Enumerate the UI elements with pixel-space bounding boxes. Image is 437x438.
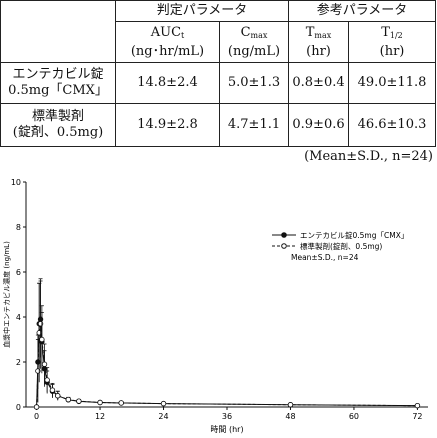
table-cell: 4.7±1.1	[219, 103, 289, 147]
data-point	[33, 404, 40, 410]
legend-note: Mean±S.D., n=24	[291, 253, 359, 262]
table-row: エンテカビル錠 0.5mg「CMX」 14.8±2.4 5.0±1.3 0.8±0…	[0, 62, 436, 104]
data-point	[118, 400, 124, 406]
y-tick-label: 0	[16, 403, 21, 412]
data-point	[44, 377, 50, 383]
table-row: 標準製剤 (錠剤、0.5mg) 14.9±2.8 4.7±1.1 0.9±0.6 …	[0, 103, 436, 147]
table-cell: 14.9±2.8	[115, 103, 220, 147]
data-point	[55, 393, 61, 399]
group-header-reference: 参考パラメータ	[288, 0, 436, 22]
data-point	[160, 400, 167, 407]
x-tick-label: 12	[95, 412, 105, 421]
row-label: エンテカビル錠 0.5mg「CMX」	[0, 62, 116, 104]
col-header-tmax: Tmax (hr)	[288, 21, 349, 63]
col-header-thalf: T1/2 (hr)	[348, 21, 436, 63]
pk-parameters-table: 判定パラメータ 参考パラメータ AUCt (ng･hr/mL) Cmax (ng…	[0, 0, 436, 147]
legend-marker	[281, 243, 287, 249]
data-point	[41, 361, 48, 367]
table-cell: 49.0±11.8	[348, 62, 436, 104]
data-point	[414, 402, 421, 409]
col-header-auc: AUCt (ng･hr/mL)	[115, 21, 220, 63]
table-cell: 14.8±2.4	[115, 62, 220, 104]
y-tick-label: 10	[11, 178, 21, 187]
chart-legend: エンテカビル錠0.5mg「CMX」標準製剤(錠剤、0.5mg) Mean±S.D.…	[272, 230, 408, 262]
table-cell: 0.8±0.4	[288, 62, 349, 104]
table-cell: 0.9±0.6	[288, 103, 349, 147]
series-line	[36, 319, 418, 408]
table-cell: 5.0±1.3	[219, 62, 289, 104]
y-axis-title: 血漿中エンテカビル濃度 (ng/mL)	[2, 241, 11, 348]
table-cell: 46.6±10.3	[348, 103, 436, 147]
legend-marker	[281, 232, 287, 238]
row-label: 標準製剤 (錠剤、0.5mg)	[0, 103, 116, 147]
x-tick-label: 60	[349, 412, 359, 421]
table-note: (Mean±S.D., n=24)	[304, 149, 433, 164]
data-point	[65, 396, 72, 403]
legend-label: 標準製剤(錠剤、0.5mg)	[300, 241, 382, 251]
series-line	[36, 323, 418, 408]
data-point	[49, 387, 56, 393]
group-header-judgment: 判定パラメータ	[115, 0, 289, 22]
y-tick-label: 8	[16, 223, 21, 232]
data-point	[97, 399, 103, 406]
data-point	[76, 398, 82, 404]
legend-label: エンテカビル錠0.5mg「CMX」	[300, 230, 408, 240]
x-tick-label: 0	[34, 412, 39, 421]
x-tick-label: 36	[222, 412, 232, 421]
x-tick-label: 24	[158, 412, 168, 421]
y-tick-label: 2	[16, 358, 21, 367]
x-tick-label: 72	[412, 412, 422, 421]
data-point	[287, 402, 294, 408]
x-axis-title: 時間 (hr)	[210, 425, 243, 434]
table-corner	[0, 0, 116, 63]
x-tick-label: 48	[285, 412, 295, 421]
data-point	[39, 336, 45, 343]
col-header-cmax: Cmax (ng/mL)	[219, 21, 289, 63]
chart-marks	[33, 278, 421, 410]
y-tick-label: 6	[16, 268, 21, 277]
y-tick-label: 4	[16, 313, 21, 322]
